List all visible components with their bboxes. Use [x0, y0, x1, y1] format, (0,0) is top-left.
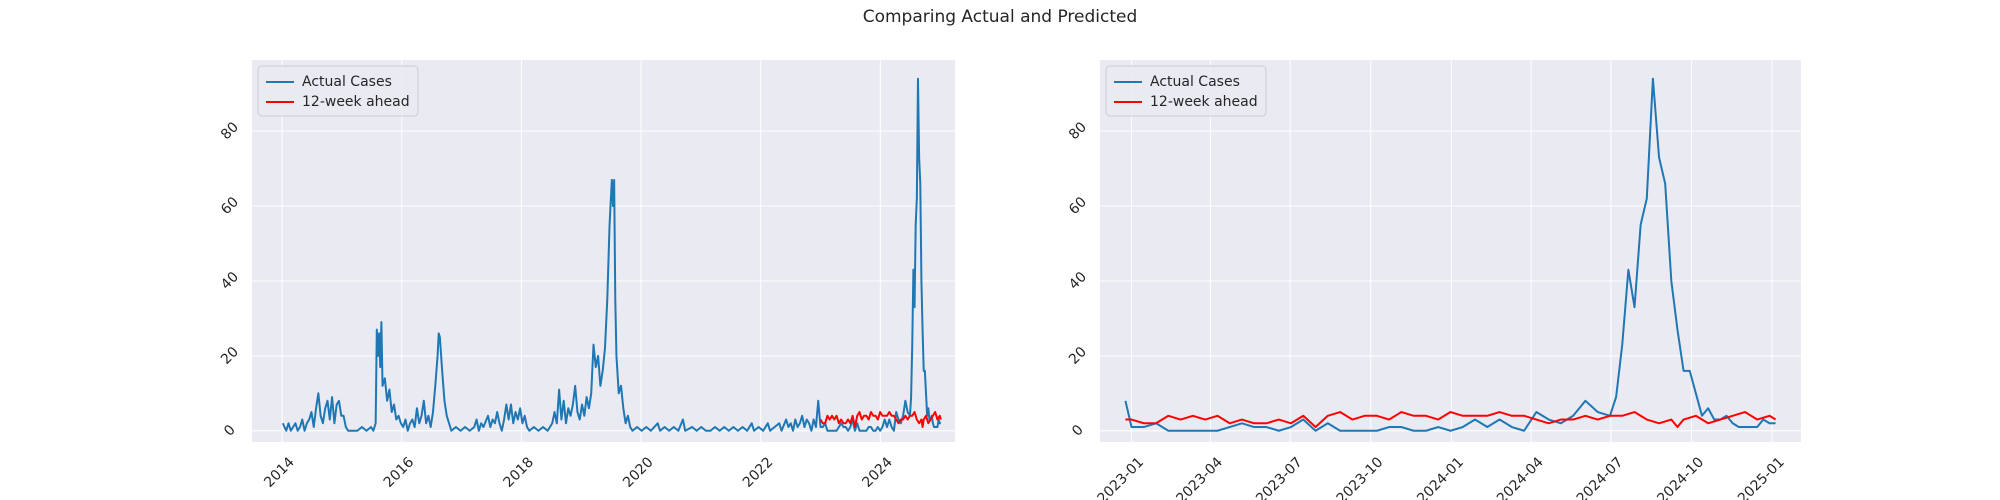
- x-tick-label: 2018: [501, 454, 538, 491]
- left-chart-panel: 0 20 40 60 80 2014 2016 2018 2020 2022 2024 Actual …: [218, 60, 955, 491]
- x-tick-label: 2023-04: [1173, 454, 1226, 500]
- legend-box: [257, 65, 419, 117]
- legend-box: [1105, 65, 1267, 117]
- series-line-actual-cases: [1124, 77, 1776, 432]
- plot-area: [252, 60, 955, 442]
- x-tick-label: 2022: [740, 454, 777, 491]
- x-tick-label: 2024-01: [1414, 454, 1467, 500]
- series-line-12-week-ahead: [819, 411, 942, 429]
- x-tick-label: 2023-01: [1094, 454, 1147, 500]
- plot-area: [1100, 60, 1801, 442]
- x-tick-label: 2023-10: [1334, 454, 1387, 500]
- legend-label: Actual Cases: [1150, 74, 1240, 90]
- y-tick-label: 0: [221, 422, 239, 440]
- right-chart-panel: 0 20 40 60 80 2023-01 2023-04 2023-07 2023-10 202…: [1066, 60, 1801, 500]
- y-tick-label: 80: [1066, 119, 1090, 143]
- figure-title: Comparing Actual and Predicted: [862, 7, 1138, 27]
- x-tick-label: 2024-07: [1574, 454, 1627, 500]
- series-line-12-week-ahead: [1125, 411, 1777, 429]
- x-tick-label: 2024-10: [1654, 454, 1707, 500]
- y-tick-label: 80: [218, 119, 242, 143]
- y-tick-label: 60: [1066, 194, 1090, 218]
- x-tick-label: 2014: [261, 454, 298, 491]
- x-tick-label: 2020: [620, 454, 657, 491]
- x-tick-label: 2016: [381, 454, 418, 491]
- y-tick-label: 20: [218, 344, 242, 368]
- y-tick-label: 0: [1069, 422, 1087, 440]
- x-tick-label: 2024: [859, 454, 896, 491]
- legend-label: 12-week ahead: [302, 94, 410, 110]
- x-tick-label: 2025-01: [1735, 454, 1788, 500]
- y-tick-label: 40: [218, 269, 242, 293]
- legend-label: 12-week ahead: [1150, 94, 1258, 110]
- y-tick-label: 20: [1066, 344, 1090, 368]
- series-line-actual-cases: [281, 77, 941, 432]
- y-tick-label: 40: [1066, 269, 1090, 293]
- y-tick-label: 60: [218, 194, 242, 218]
- legend-label: Actual Cases: [302, 74, 392, 90]
- x-tick-label: 2024-04: [1494, 454, 1547, 500]
- x-tick-label: 2023-07: [1253, 454, 1306, 500]
